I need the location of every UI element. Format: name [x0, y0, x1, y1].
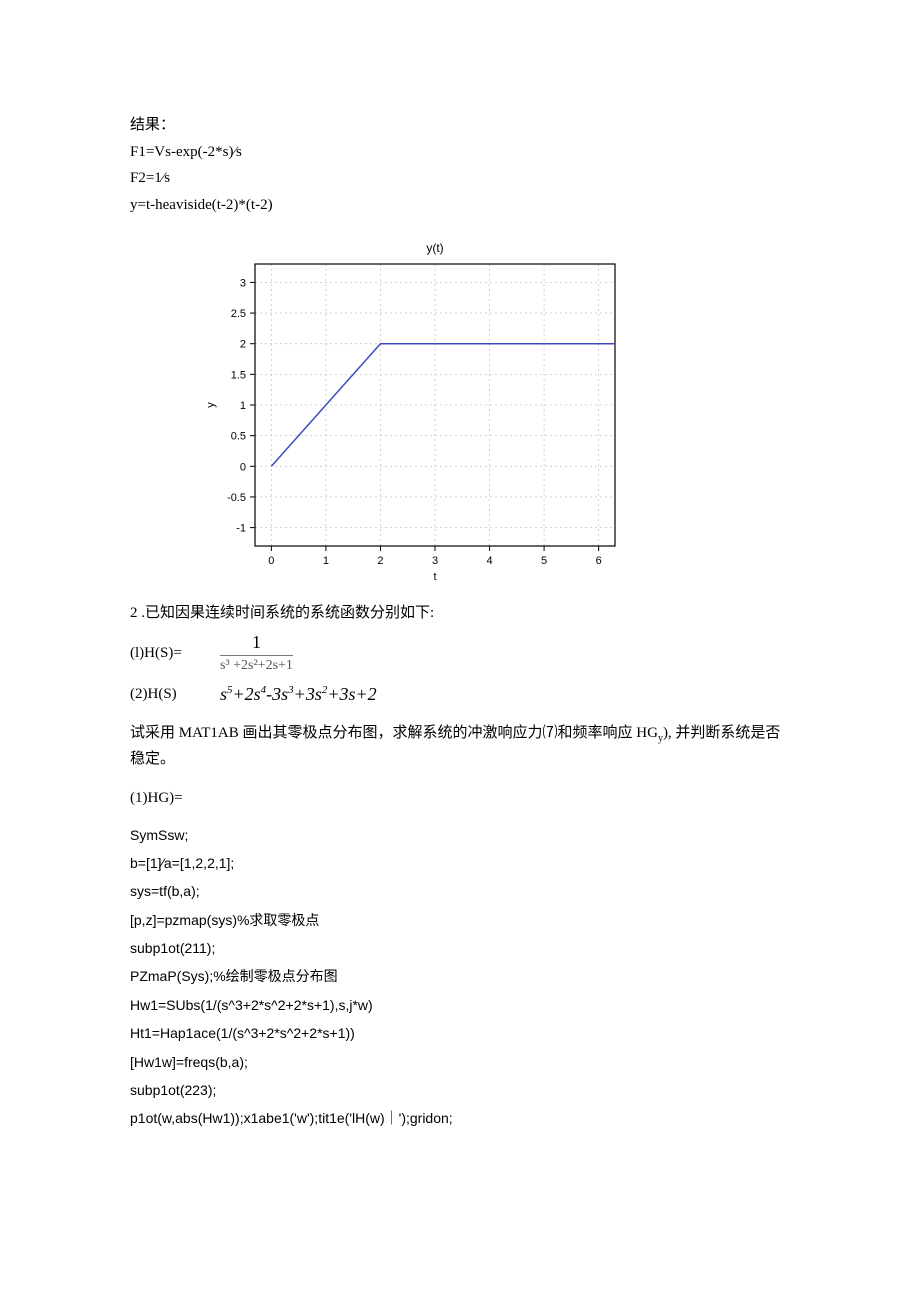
svg-text:4: 4: [486, 555, 492, 567]
svg-text:2.5: 2.5: [231, 308, 246, 320]
section-2-heading: 2 .已知因果连续时间系统的系统函数分别如下:: [130, 601, 790, 622]
document-page: 结果： F1=Vs-exp(-2*s)⁄s F2=1⁄s y=t-heavisi…: [0, 0, 920, 1216]
svg-text:1: 1: [323, 555, 329, 567]
chart-container: 0 1 2 3 4 5 6 -1 -0.5 0 0.5 1 1.5 2 2.5 3 y(t) t y: [200, 236, 790, 591]
svg-text:y: y: [205, 402, 217, 408]
result-label: 结果：: [130, 114, 790, 137]
formula-1-numerator: 1: [220, 632, 293, 656]
code-line: subp1ot(223);: [130, 1079, 790, 1101]
svg-text:5: 5: [541, 555, 547, 567]
svg-text:0.5: 0.5: [231, 431, 246, 443]
code-block: SymSsw; b=[1]⁄a=[1,2,2,1]; sys=tf(b,a); [p,…: [130, 824, 790, 1130]
svg-text:3: 3: [240, 277, 246, 289]
svg-text:0: 0: [268, 555, 274, 567]
code-line: [p,z]=pzmap(sys)%求取零极点: [130, 909, 790, 931]
code-line: p1ot(w,abs(Hw1));x1abe1('w');tit1e('lH(w…: [130, 1107, 790, 1129]
subtask-1-label: (1)HG)=: [130, 787, 790, 810]
svg-text:t: t: [433, 571, 436, 583]
svg-text:1: 1: [240, 400, 246, 412]
formula-2-label: (2)H(S): [130, 686, 220, 703]
formula-1-denominator: s³ +2s²+2s+1: [220, 656, 293, 674]
result-f1: F1=Vs-exp(-2*s)⁄s: [130, 141, 790, 164]
code-line: [Hw1w]=freqs(b,a);: [130, 1051, 790, 1073]
svg-text:2: 2: [240, 339, 246, 351]
svg-text:-0.5: -0.5: [227, 492, 246, 504]
svg-text:y(t): y(t): [426, 241, 443, 255]
code-line: Hw1=SUbs(1/(s^3+2*s^2+2*s+1),s,j*w): [130, 994, 790, 1016]
svg-text:6: 6: [596, 555, 602, 567]
svg-text:2: 2: [377, 555, 383, 567]
result-y: y=t-heaviside(t-2)*(t-2): [130, 194, 790, 217]
formula-2: (2)H(S) s5+2s4-3s3+3s2+3s+2: [130, 684, 790, 705]
formula-1-label: (l)H(S)=: [130, 645, 220, 662]
code-line: subp1ot(211);: [130, 937, 790, 959]
code-line: SymSsw;: [130, 824, 790, 846]
result-f2: F2=1⁄s: [130, 167, 790, 190]
code-line: b=[1]⁄a=[1,2,2,1];: [130, 852, 790, 874]
code-line: sys=tf(b,a);: [130, 880, 790, 902]
code-line: Ht1=Hap1ace(1/(s^3+2*s^2+2*s+1)): [130, 1022, 790, 1044]
svg-text:3: 3: [432, 555, 438, 567]
formula-1-fraction: 1 s³ +2s²+2s+1: [220, 632, 293, 674]
formula-2-poly: s5+2s4-3s3+3s2+3s+2: [220, 684, 377, 705]
line-chart: 0 1 2 3 4 5 6 -1 -0.5 0 0.5 1 1.5 2 2.5 3 y(t) t y: [200, 236, 630, 586]
svg-text:0: 0: [240, 461, 246, 473]
task-paragraph: 试采用 MAT1AB 画出其零极点分布图，求解系统的冲激响应力⑺和频率响应 HG…: [130, 721, 790, 771]
formula-1: (l)H(S)= 1 s³ +2s²+2s+1: [130, 632, 790, 674]
svg-text:1.5: 1.5: [231, 369, 246, 381]
code-line: PZmaP(Sys);%绘制零极点分布图: [130, 965, 790, 987]
svg-text:-1: -1: [236, 523, 246, 535]
